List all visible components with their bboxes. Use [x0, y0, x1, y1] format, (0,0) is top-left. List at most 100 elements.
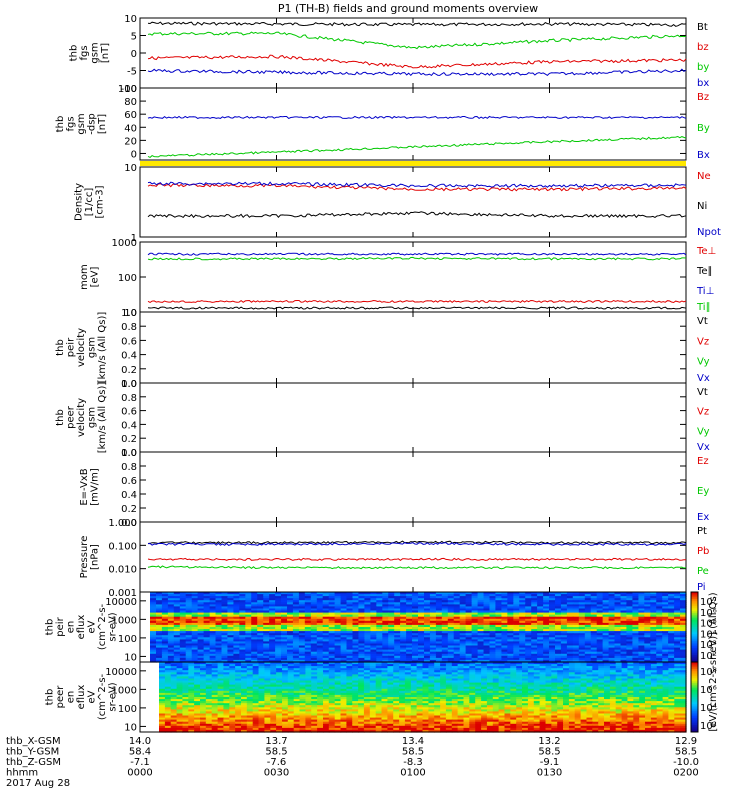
spectrogram-cell [568, 688, 576, 692]
spectrogram-cell [370, 637, 377, 640]
spectrogram-cell [447, 651, 455, 655]
spectrogram-cell [513, 643, 520, 647]
spectrogram-cell [239, 612, 246, 616]
spectrogram-cell [156, 594, 163, 597]
spectrogram-cell [471, 622, 479, 626]
spectrogram-cell [633, 664, 640, 667]
spectrogram-cell [221, 637, 229, 640]
spectrogram-cell [200, 686, 207, 690]
spectrogram-cell [674, 627, 681, 630]
spectrogram-cell [656, 694, 664, 698]
spectrogram-cell [627, 692, 634, 696]
spectrogram-cell [498, 682, 506, 686]
spectrogram-cell [441, 645, 449, 649]
spectrogram-cell [370, 653, 377, 657]
spectrogram-cell [310, 659, 318, 663]
spectrogram-cell [211, 664, 219, 667]
spectrogram-cell [263, 604, 270, 608]
spectrogram-cell [574, 672, 582, 675]
spectrogram-cell [387, 682, 394, 686]
spectrogram-cell [352, 614, 360, 618]
spectrogram-cell [310, 610, 318, 614]
spectrogram-cell [471, 596, 479, 599]
spectrogram-cell [150, 627, 157, 630]
spectrogram-cell [543, 651, 550, 655]
spectrogram-cell [560, 649, 568, 653]
spectrogram-cell [388, 616, 395, 620]
spectrogram-cell [370, 649, 377, 653]
spectrogram-cell [477, 649, 485, 653]
spectrogram-cell [394, 622, 401, 626]
spectrogram-cell [644, 643, 651, 647]
spectrogram-cell [543, 602, 550, 605]
spectrogram-cell [674, 622, 681, 626]
spectrogram-cell [304, 596, 312, 599]
spectrogram-cell [323, 690, 330, 694]
spectrogram-cell [422, 666, 429, 669]
spectrogram-cell [159, 672, 166, 675]
spectrogram-cell [525, 598, 532, 601]
spectrogram-cell [287, 670, 295, 673]
spectrogram-cell [293, 692, 301, 696]
spectrogram-cell [400, 606, 407, 610]
spectrogram-cell [156, 653, 163, 657]
spectrogram-cell [316, 618, 324, 622]
spectrogram-cell [525, 612, 532, 616]
spectrogram-cell [516, 692, 523, 696]
spectrogram-cell [614, 616, 622, 620]
spectrogram-cell [596, 598, 604, 601]
spectrogram-cell [434, 690, 441, 694]
spectrogram-cell [584, 616, 592, 620]
spectrogram-cell [239, 624, 246, 628]
spectrogram-cell [668, 680, 675, 684]
spectrogram-cell [578, 622, 586, 626]
spectrogram-cell [516, 690, 523, 694]
spectrogram-cell [323, 680, 330, 684]
spectrogram-cell [369, 692, 377, 696]
spectrogram-cell [334, 629, 342, 632]
spectrogram-cell [447, 624, 455, 628]
spectrogram-cell [317, 688, 324, 692]
spectrogram-cell [644, 629, 651, 632]
spectrogram-cell [197, 618, 205, 622]
spectrogram-cell [525, 645, 532, 649]
spectrogram-cell [656, 680, 664, 684]
spectrogram-cell [522, 672, 529, 675]
spectrogram-cell [463, 690, 470, 694]
spectrogram-cell [275, 624, 282, 628]
spectrogram-cell [167, 655, 175, 659]
spectrogram-cell [668, 635, 675, 638]
spectrogram-cell [429, 592, 437, 595]
spectrogram-cell [656, 614, 663, 618]
spectrogram-cell [400, 624, 407, 628]
spectrogram-cell [346, 592, 354, 595]
spectrogram-cell [584, 596, 592, 599]
spectrogram-cell [531, 637, 538, 640]
spectrogram-cell [435, 655, 443, 659]
spectrogram-cell [185, 659, 193, 663]
spectrogram-cell [264, 692, 271, 696]
spectrogram-cell [221, 653, 229, 657]
spectrogram-cell [316, 622, 324, 626]
spectrogram-cell [200, 680, 207, 684]
spectrogram-cell [317, 686, 324, 690]
spectrogram-cell [453, 608, 461, 612]
spectrogram-cell [246, 664, 254, 667]
spectrogram-cell [626, 641, 633, 645]
spectrogram-cell [185, 620, 193, 624]
spectrogram-cell [257, 645, 264, 649]
spectrogram-cell [191, 602, 199, 605]
y-tick-label: 1 [131, 233, 137, 244]
spectrogram-cell [602, 592, 610, 595]
spectrogram-cell [340, 594, 348, 597]
spectrogram-cell [568, 690, 576, 694]
spectrogram-cell [394, 641, 401, 645]
spectrogram-cell [281, 608, 288, 612]
y-axis-label: E=-VxB [79, 468, 90, 505]
spectrogram-cell [486, 697, 494, 700]
spectrogram-cell [251, 653, 258, 657]
spectrogram-cell [406, 618, 413, 622]
spectrogram-cell [639, 692, 646, 696]
spectrogram-cell [429, 594, 437, 597]
spectrogram-cell [334, 594, 342, 597]
